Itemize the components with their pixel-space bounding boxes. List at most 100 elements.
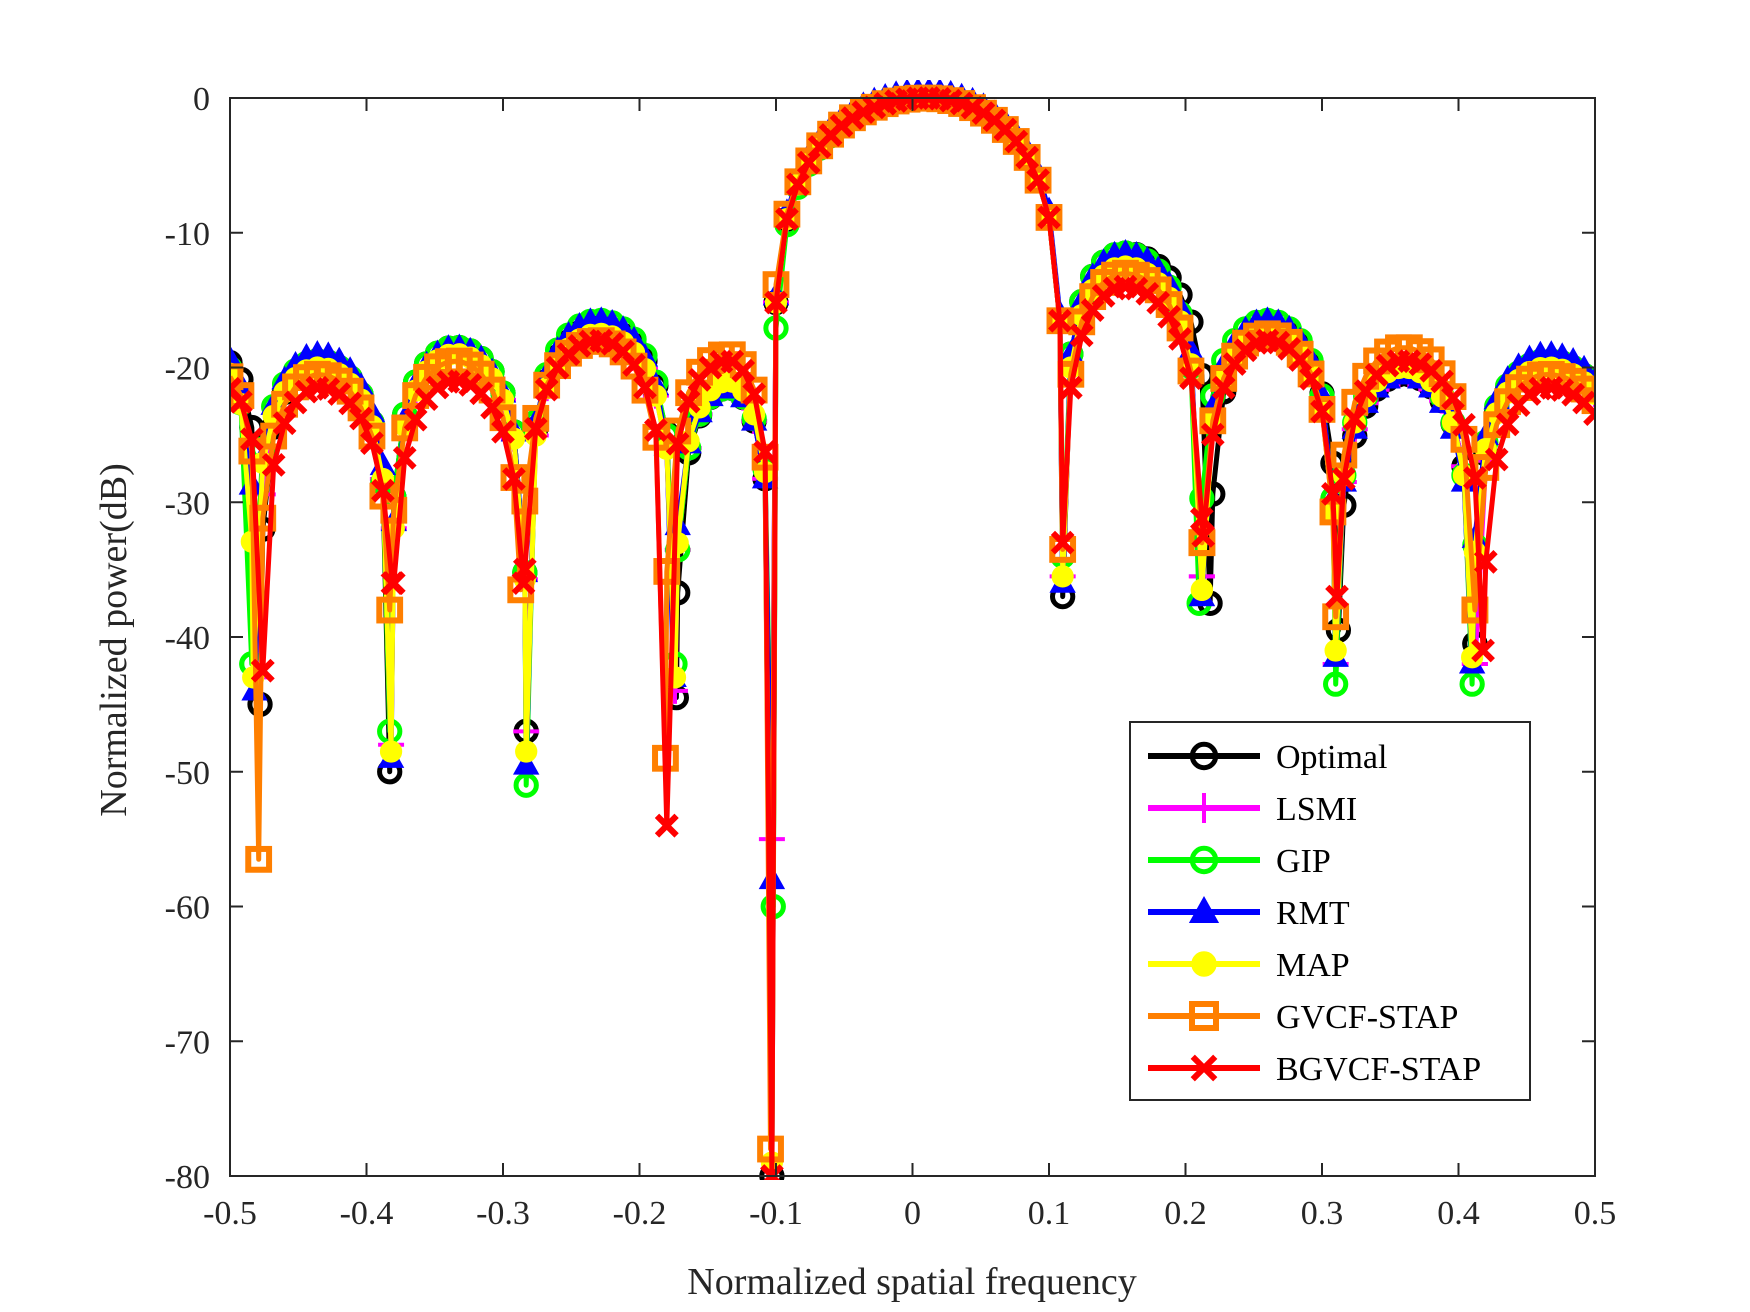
x-tick-label: -0.4 — [340, 1195, 394, 1232]
x-tick-label: 0.3 — [1301, 1195, 1344, 1232]
data-point — [1430, 369, 1454, 394]
data-point — [654, 813, 679, 838]
data-point — [1299, 366, 1323, 391]
series-layer — [230, 80, 1595, 1180]
y-tick-label: -20 — [165, 351, 210, 388]
legend-item: GIP — [1148, 843, 1331, 880]
data-point — [676, 389, 701, 414]
data-point — [392, 446, 417, 470]
data-point — [379, 740, 403, 763]
data-point — [1484, 447, 1509, 472]
data-point — [1058, 375, 1083, 400]
data-point — [1168, 326, 1192, 351]
data-point — [534, 377, 559, 402]
y-axis-label: Normalized power(dB) — [93, 463, 135, 817]
data-point — [775, 207, 799, 232]
x-tick-label: 0.1 — [1028, 1195, 1071, 1232]
data-point — [1026, 168, 1050, 193]
data-point — [1463, 466, 1487, 490]
data-point — [1323, 671, 1349, 697]
legend-item: BGVCF-STAP — [1148, 1051, 1481, 1088]
data-point — [1324, 639, 1347, 662]
data-point — [1342, 407, 1367, 431]
data-point — [239, 427, 264, 452]
legend-marker — [1189, 793, 1219, 823]
legend-marker — [1189, 845, 1219, 875]
legend-label: Optimal — [1276, 739, 1387, 776]
data-point — [731, 358, 756, 383]
legend-item: Optimal — [1148, 739, 1387, 776]
legend-marker — [1188, 895, 1220, 923]
data-point — [633, 375, 657, 400]
data-point — [1310, 399, 1334, 424]
legend-label: RMT — [1276, 895, 1350, 932]
y-tick-label: -60 — [165, 890, 210, 927]
data-point — [260, 422, 288, 450]
data-point — [230, 390, 253, 414]
data-point — [631, 376, 659, 404]
data-point — [360, 431, 384, 456]
x-tick-label: 0 — [904, 1195, 921, 1232]
legend-label: LSMI — [1276, 791, 1357, 828]
data-point — [1452, 412, 1476, 437]
legend-marker — [1189, 741, 1219, 771]
y-tick-label: -70 — [165, 1024, 210, 1061]
data-point — [1015, 145, 1040, 170]
data-point — [742, 382, 767, 406]
y-tick-label: -80 — [165, 1159, 210, 1196]
data-point — [1211, 375, 1236, 400]
legend-marker — [1191, 951, 1217, 977]
data-point — [403, 407, 428, 432]
tick-labels: -0.5 -0.4 -0.3 -0.2 -0.1 0 0.1 0.2 0.3 0.4 0.5 0 -10… — [165, 81, 1617, 1232]
data-point — [1331, 466, 1356, 491]
data-point — [480, 395, 504, 420]
data-point — [272, 411, 297, 436]
data-point — [1191, 524, 1216, 548]
data-point — [1495, 412, 1520, 437]
data-point — [261, 452, 286, 477]
legend-item: MAP — [1148, 947, 1350, 984]
data-point — [653, 558, 681, 585]
data-point — [1050, 530, 1075, 555]
data-point — [230, 345, 244, 369]
data-point — [644, 418, 668, 442]
data-point — [1325, 584, 1349, 609]
data-point — [1439, 383, 1467, 411]
legend-label: BGVCF-STAP — [1276, 1051, 1481, 1088]
data-point — [513, 750, 540, 775]
data-point — [1441, 386, 1465, 410]
data-point — [753, 439, 777, 464]
data-point — [245, 845, 273, 873]
data-point — [622, 353, 646, 377]
legend-marker — [1189, 1001, 1219, 1031]
x-tick-label: 0.2 — [1164, 1195, 1207, 1232]
legend-item: RMT — [1148, 895, 1350, 932]
data-point — [523, 416, 548, 441]
x-tick-label: -0.2 — [613, 1195, 667, 1232]
x-tick-label: 0.4 — [1437, 1195, 1480, 1232]
y-tick-label: -30 — [165, 485, 210, 522]
legend-label: MAP — [1276, 947, 1350, 984]
y-tick-label: -40 — [165, 620, 210, 657]
data-point — [1288, 348, 1313, 372]
data-point — [1190, 578, 1214, 601]
x-tick-label: -0.3 — [476, 1195, 530, 1232]
data-point — [513, 772, 539, 798]
data-point — [1471, 638, 1495, 663]
data-point — [764, 290, 788, 315]
y-tick-label: -10 — [165, 216, 210, 253]
x-axis-label: Normalized spatial frequency — [687, 1261, 1136, 1303]
data-point — [1179, 366, 1203, 391]
legend-label: GIP — [1276, 843, 1331, 880]
data-point — [502, 467, 526, 491]
axes-layer — [229, 97, 1596, 1177]
data-point — [1200, 422, 1225, 447]
data-point — [1051, 565, 1074, 588]
legend-item: GVCF-STAP — [1148, 999, 1458, 1036]
data-point — [1157, 304, 1181, 329]
x-tick-label: 0.5 — [1574, 1195, 1617, 1232]
data-point — [515, 740, 538, 763]
y-tick-label: 0 — [193, 81, 210, 118]
legend: Optimal LSMI GIP RMT MAP GVCF-STAP BGVCF-STAP — [1129, 721, 1531, 1101]
data-point — [1037, 205, 1061, 230]
